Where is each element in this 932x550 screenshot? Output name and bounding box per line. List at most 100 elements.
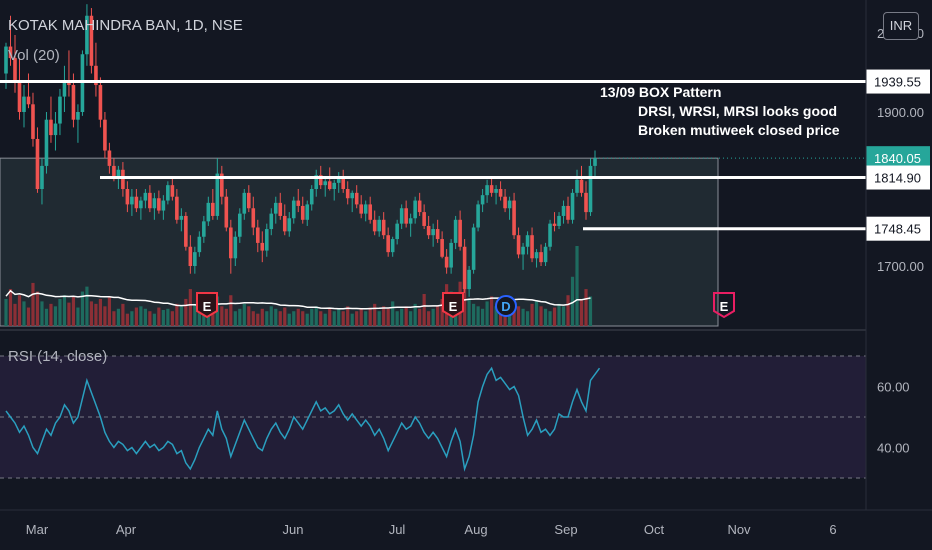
candle <box>386 227 390 257</box>
candle <box>489 177 494 197</box>
currency-button[interactable]: INR <box>883 12 919 40</box>
symbol-title[interactable]: KOTAK MAHINDRA BAN, 1D, NSE <box>8 17 243 34</box>
candle <box>170 177 175 201</box>
candle <box>296 189 301 213</box>
volume-bar <box>494 306 498 326</box>
candle <box>107 142 112 174</box>
candle <box>323 177 328 197</box>
candle-body <box>372 219 377 232</box>
event-marker-e: E <box>196 292 218 319</box>
candle-body <box>327 181 332 189</box>
volume-indicator-label[interactable]: Vol (20) <box>8 47 60 64</box>
volume-bar <box>579 298 584 326</box>
candle <box>26 73 31 109</box>
candle <box>13 35 17 93</box>
candle <box>44 112 49 174</box>
volume-bar <box>319 311 323 326</box>
candle-body <box>323 181 328 186</box>
candle-body <box>4 46 8 74</box>
candle <box>8 15 13 66</box>
rsi-pane[interactable] <box>0 355 866 479</box>
volume-bar <box>409 311 413 326</box>
volume-bar <box>71 296 76 326</box>
box-pattern <box>0 157 719 327</box>
candle-body <box>85 15 89 55</box>
candle-body <box>422 212 426 226</box>
volume-bar <box>332 311 336 326</box>
candle-body <box>390 239 395 253</box>
candle-body <box>89 15 94 66</box>
candle-body <box>179 215 184 220</box>
candle-body <box>220 173 224 197</box>
candle <box>246 185 251 213</box>
rsi-line <box>5 366 601 472</box>
candle <box>62 65 67 112</box>
volume-bar <box>202 311 206 326</box>
candle <box>148 185 152 213</box>
candle <box>282 204 287 236</box>
candle-body <box>13 58 17 82</box>
candle-body <box>62 81 67 97</box>
price-label-bg <box>866 216 930 241</box>
candle-body <box>49 119 53 136</box>
candle-body <box>148 192 152 209</box>
volume-bar <box>355 311 359 326</box>
candle-body <box>31 104 35 139</box>
candle-body <box>157 198 161 211</box>
candle <box>471 223 476 274</box>
candle-body <box>175 196 179 220</box>
event-marker-label: D <box>501 299 510 314</box>
candle-body <box>134 196 139 209</box>
candle <box>143 189 148 209</box>
candle <box>125 181 130 213</box>
rsi-axis-tick-label: 60.00 <box>877 380 910 395</box>
candle <box>440 231 444 259</box>
volume-bar <box>130 311 134 326</box>
volume-bar <box>170 311 174 326</box>
volume-bar <box>251 311 255 326</box>
volume-bar <box>310 308 314 326</box>
volume-bar <box>175 303 179 326</box>
volume-bar <box>193 303 197 326</box>
candle-body <box>431 229 435 236</box>
candle-body <box>58 96 62 124</box>
rsi-indicator-label[interactable]: RSI (14, close) <box>8 348 108 365</box>
candle <box>498 181 503 201</box>
candle <box>161 195 166 220</box>
time-axis-label: Mar <box>26 522 49 537</box>
candle-body <box>588 165 593 213</box>
candle-body <box>143 192 148 201</box>
candle <box>395 219 399 245</box>
candle-body <box>121 169 125 189</box>
candle-body <box>593 158 597 166</box>
candle <box>588 158 593 216</box>
volume-bar <box>359 308 363 326</box>
time-axis-label: Apr <box>116 522 137 537</box>
candle <box>539 244 543 266</box>
candle-body <box>125 189 130 205</box>
volume-bar <box>543 308 548 326</box>
candle-body <box>552 223 557 226</box>
candle-body <box>296 200 301 206</box>
candle <box>354 185 359 209</box>
candle <box>260 231 265 263</box>
candle <box>417 192 422 216</box>
price-label: 1939.55 <box>866 69 930 94</box>
candle <box>561 200 566 224</box>
volume-bar <box>337 308 341 326</box>
candle <box>584 181 588 220</box>
candle-body <box>300 205 305 220</box>
candle-body <box>494 189 498 193</box>
volume-bar <box>287 313 291 326</box>
volume-bar <box>40 301 44 326</box>
candle-body <box>575 179 579 193</box>
candle-body <box>139 200 143 209</box>
volume-bar <box>364 311 368 326</box>
candle <box>336 172 341 193</box>
candle <box>197 231 202 257</box>
volume-bar <box>13 303 17 326</box>
candle <box>516 227 521 259</box>
candle <box>494 185 498 205</box>
